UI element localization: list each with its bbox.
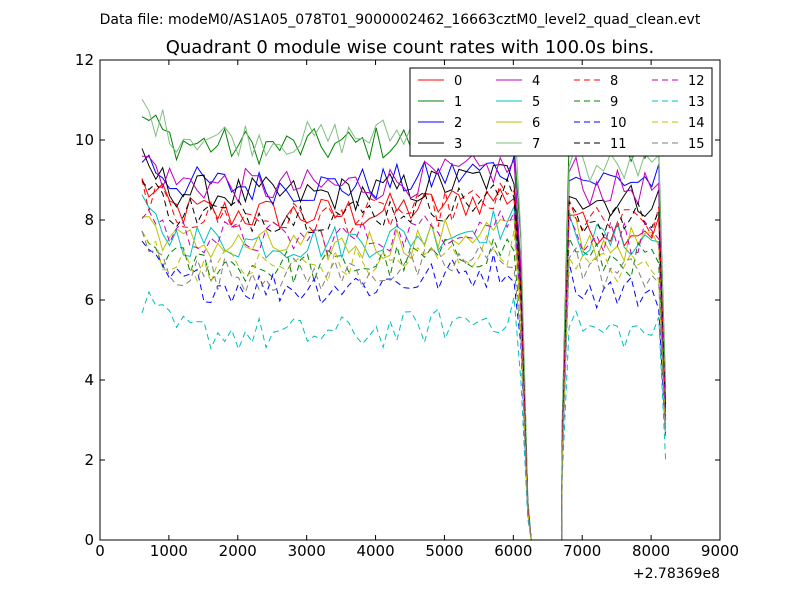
series-line-12 <box>141 209 667 540</box>
x-tick-label: 5000 <box>425 542 463 560</box>
plot-area <box>141 99 667 540</box>
series-line-4 <box>141 154 667 540</box>
x-tick-label: 2000 <box>219 542 257 560</box>
series-line-3 <box>141 148 667 540</box>
series-line-5 <box>141 194 667 540</box>
y-tick-label: 4 <box>84 371 94 389</box>
y-tick-label: 6 <box>84 291 94 309</box>
legend-label-2: 2 <box>454 116 462 131</box>
legend-label-0: 0 <box>454 74 462 89</box>
legend-label-6: 6 <box>532 116 540 131</box>
legend-label-11: 11 <box>610 137 627 152</box>
series-line-14 <box>141 230 667 540</box>
series-line-13 <box>141 290 667 540</box>
y-tick-label: 0 <box>84 531 94 549</box>
legend-label-10: 10 <box>610 116 627 131</box>
x-tick-label: 4000 <box>356 542 394 560</box>
y-tick-label: 8 <box>84 211 94 229</box>
x-tick-label: 0 <box>95 542 105 560</box>
x-tick-label: 9000 <box>701 542 739 560</box>
figure-suptitle: Data file: modeM0/AS1A05_078T01_90000024… <box>100 12 701 28</box>
legend-label-1: 1 <box>454 95 462 110</box>
legend-label-15: 15 <box>688 137 705 152</box>
legend-label-9: 9 <box>610 95 618 110</box>
x-tick-label: 6000 <box>494 542 532 560</box>
series-line-15 <box>141 231 667 540</box>
legend-label-8: 8 <box>610 74 618 89</box>
x-tick-label: 7000 <box>563 542 601 560</box>
legend-label-5: 5 <box>532 95 540 110</box>
axis-ticks: 0 1000 2000 3000 4000 5000 6000 7000 8000 9000 0 2 4… <box>75 51 739 560</box>
x-tick-label: 1000 <box>150 542 188 560</box>
series-line-0 <box>141 178 667 540</box>
series-line-8 <box>141 179 667 540</box>
series-line-9 <box>141 230 667 540</box>
x-offset-label: +2.78369e8 <box>633 566 720 582</box>
series-line-6 <box>141 211 667 540</box>
x-tick-label: 3000 <box>288 542 326 560</box>
legend-box <box>409 67 713 157</box>
series-line-10 <box>141 240 667 540</box>
legend-label-14: 14 <box>688 116 705 131</box>
legend-label-3: 3 <box>454 137 462 152</box>
y-tick-label: 10 <box>75 131 94 149</box>
chart-title: Quadrant 0 module wise count rates with … <box>166 37 655 58</box>
series-line-7 <box>141 99 667 540</box>
series-line-11 <box>141 177 667 540</box>
legend-label-4: 4 <box>532 74 540 89</box>
legend-label-12: 12 <box>688 74 705 89</box>
x-tick-label: 8000 <box>632 542 670 560</box>
legend-label-7: 7 <box>532 137 540 152</box>
y-tick-label: 12 <box>75 51 94 69</box>
y-tick-label: 2 <box>84 451 94 469</box>
legend-label-13: 13 <box>688 95 705 110</box>
